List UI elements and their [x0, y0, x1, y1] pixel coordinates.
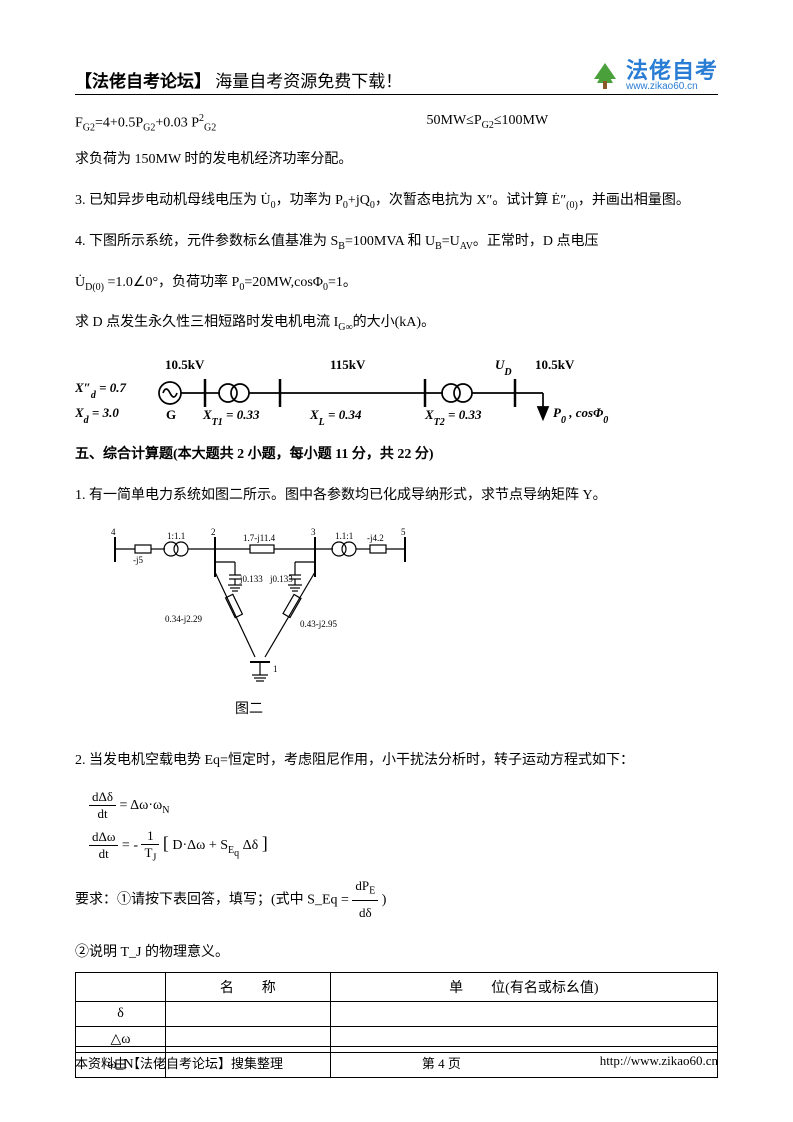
svg-text:Xd = 3.0: Xd = 3.0 — [75, 405, 119, 426]
svg-text:G: G — [166, 407, 176, 422]
single-line-diagram: X″d = 0.7 Xd = 3.0 10.5kV G XT1 = 0.33 1… — [75, 357, 635, 427]
svg-text:10.5kV: 10.5kV — [165, 357, 205, 372]
brand-name: 【法佬自考论坛】 — [75, 72, 211, 91]
q5-2: 2. 当发电机空载电势 Eq=恒定时，考虑阻尼作用，小干扰法分析时，转子运动方程… — [75, 748, 718, 775]
q4-l1: 4. 下图所示系统，元件参数标幺值基准为 SB=100MVA 和 UB=UAV。… — [75, 229, 718, 256]
eq2: dΔωdt = - 1TJ [ D·Δω + SEq Δδ ] — [89, 828, 718, 864]
svg-text:XL = 0.34: XL = 0.34 — [309, 407, 362, 427]
q3: 3. 已知异步电动机母线电压为 U̇0，功率为 P0+jQ0，次暂态电抗为 X″… — [75, 188, 718, 215]
logo-text: 法佬自考 www.zikao60.cn — [626, 60, 718, 92]
q5-1: 1. 有一简单电力系统如图二所示。图中各参数均已化成导纳形式，求节点导纳矩阵 Y… — [75, 483, 718, 510]
tagline: 海量自考资源免费下载！ — [215, 72, 402, 91]
formula-right: 50MW≤PG2≤100MW — [367, 113, 719, 133]
svg-text:XT1 = 0.33: XT1 = 0.33 — [202, 407, 260, 427]
formula-left: FG2=4+0.5PG2+0.03 P2G2 — [75, 113, 367, 133]
svg-text:j0.133: j0.133 — [239, 574, 263, 584]
svg-text:10.5kV: 10.5kV — [535, 357, 575, 372]
site-logo: 法佬自考 www.zikao60.cn — [588, 60, 718, 92]
req1-b: ) — [382, 892, 387, 907]
footer-left: 本资料由【法佬自考论坛】搜集整理 — [75, 1053, 283, 1072]
svg-text:2: 2 — [211, 527, 216, 537]
svg-text:-j4.2: -j4.2 — [367, 533, 384, 543]
svg-text:UD: UD — [495, 357, 512, 378]
page-footer: 本资料由【法佬自考论坛】搜集整理 第 4 页 http://www.zikao6… — [75, 1046, 718, 1072]
logo-url: www.zikao60.cn — [626, 82, 718, 92]
svg-text:XT2 = 0.33: XT2 = 0.33 — [424, 407, 482, 427]
q4-l2: U̇D(0) =1.0∠0°，负荷功率 P0=20MW,cosΦ0=1。 — [75, 270, 718, 297]
page-header: 【法佬自考论坛】 海量自考资源免费下载！ 法佬自考 www.zikao60.cn — [75, 60, 718, 95]
req1-a: 要求：①请按下表回答，填写；(式中 S_Eq = — [75, 892, 352, 907]
tree-icon — [588, 61, 622, 91]
svg-text:1.1:1: 1.1:1 — [335, 531, 353, 541]
req-frac: dPEdδ — [352, 874, 378, 926]
req2: ②说明 T_J 的物理意义。 — [75, 940, 718, 967]
svg-text:3: 3 — [311, 527, 316, 537]
svg-text:P0 , cosΦ0: P0 , cosΦ0 — [553, 405, 608, 426]
footer-center: 第 4 页 — [422, 1053, 461, 1072]
req1: 要求：①请按下表回答，填写；(式中 S_Eq = dPEdδ ) — [75, 874, 718, 926]
logo-cn: 法佬自考 — [626, 60, 718, 82]
fig2-caption: 图二 — [235, 698, 718, 718]
svg-text:0.34-j2.29: 0.34-j2.29 — [165, 614, 202, 624]
svg-text:1:1.1: 1:1.1 — [167, 531, 185, 541]
svg-text:115kV: 115kV — [330, 357, 366, 372]
cell-unit — [330, 1002, 717, 1027]
svg-text:4: 4 — [111, 527, 116, 537]
svg-text:-j5: -j5 — [133, 555, 143, 565]
cell-sym: δ — [76, 1002, 166, 1027]
svg-text:5: 5 — [401, 527, 406, 537]
header-title: 【法佬自考论坛】 海量自考资源免费下载！ — [75, 67, 402, 92]
q4-l3: 求 D 点发生永久性三相短路时发电机电流 IG∞的大小(kA)。 — [75, 310, 718, 337]
th-unit: 单 位(有名或标幺值) — [330, 973, 717, 1002]
th-blank — [76, 973, 166, 1002]
table-row: δ — [76, 1002, 718, 1027]
section5-title: 五、综合计算题(本大题共 2 小题，每小题 11 分，共 22 分) — [75, 442, 718, 469]
eq1: dΔδdt = Δω·ωN — [89, 789, 718, 822]
network-diagram: 4 2 3 5 -j5 1:1.1 1.7-j11.4 1.1:1 -j4.2 … — [95, 527, 425, 687]
q-load: 求负荷为 150MW 时的发电机经济功率分配。 — [75, 147, 718, 174]
svg-text:1.7-j11.4: 1.7-j11.4 — [243, 533, 276, 543]
svg-text:1: 1 — [273, 664, 278, 674]
svg-text:0.43-j2.95: 0.43-j2.95 — [300, 619, 337, 629]
cell-name — [166, 1002, 331, 1027]
table-header-row: 名 称 单 位(有名或标幺值) — [76, 973, 718, 1002]
svg-text:X″d = 0.7: X″d = 0.7 — [75, 380, 127, 401]
svg-text:j0.133: j0.133 — [269, 574, 293, 584]
formula-line: FG2=4+0.5PG2+0.03 P2G2 50MW≤PG2≤100MW — [75, 113, 718, 133]
th-name: 名 称 — [166, 973, 331, 1002]
footer-right: http://www.zikao60.cn — [600, 1053, 718, 1072]
